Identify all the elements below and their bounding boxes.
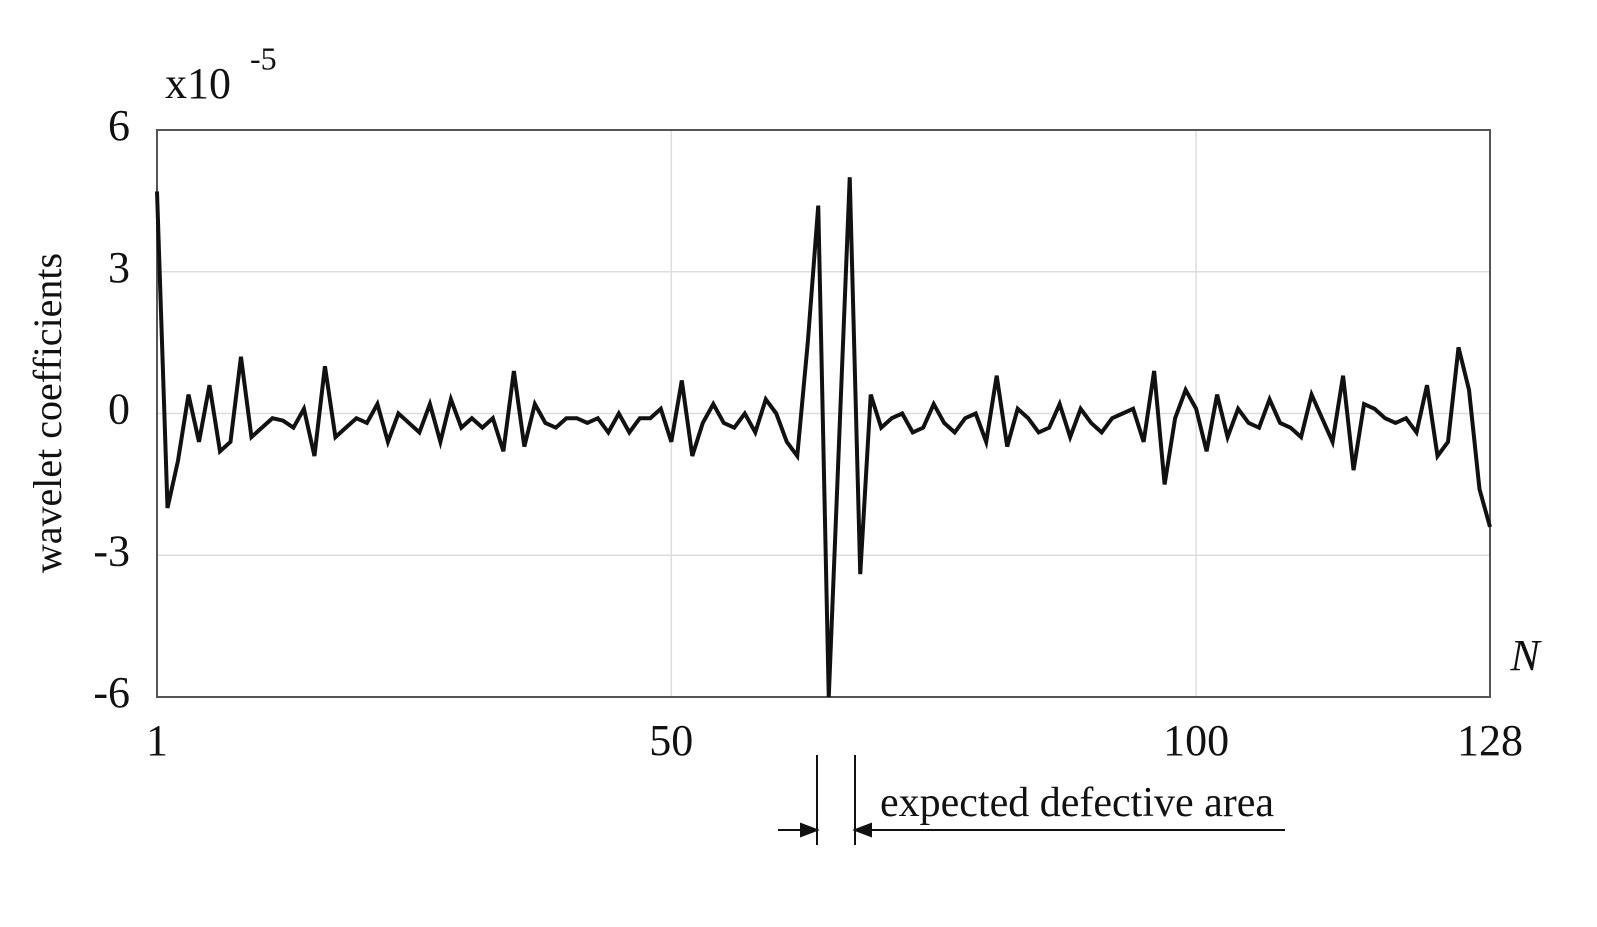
y-tick-label: 0	[108, 385, 130, 434]
x-tick-label: 128	[1457, 716, 1523, 765]
x-tick-label: 50	[649, 716, 693, 765]
y-tick-label: 3	[108, 243, 130, 292]
arrow-head	[800, 822, 820, 838]
annotation-bracket	[778, 755, 1285, 845]
y-scale-exponent: -5	[250, 40, 277, 76]
data-line	[155, 177, 1492, 698]
plot-frame	[156, 129, 1491, 698]
x-tick-label: 100	[1163, 716, 1229, 765]
y-tick-label: -6	[93, 668, 130, 717]
x-tick-label: 1	[146, 716, 168, 765]
y-tick-label: -3	[93, 526, 130, 575]
y-scale-label: x10	[165, 59, 231, 108]
y-axis-label: wavelet coefficients	[25, 253, 70, 573]
arrow-head	[852, 822, 872, 838]
annotation: expected defective area	[880, 780, 1275, 826]
x-axis-label: N	[1509, 631, 1542, 680]
y-tick-label: 6	[108, 101, 130, 150]
